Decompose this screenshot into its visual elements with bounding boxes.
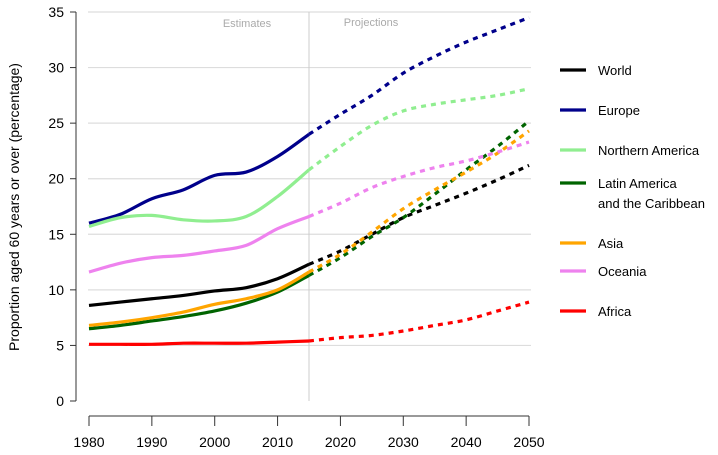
series-world-projection	[308, 163, 530, 266]
x-tick-label: 2000	[199, 434, 230, 450]
y-tick-label: 0	[56, 393, 64, 409]
x-tick-label: 2040	[451, 434, 482, 450]
x-tick-label: 2050	[513, 434, 544, 450]
y-axis-label: Proportion aged 60 years or over (percen…	[6, 63, 22, 351]
series-africa-estimate	[89, 339, 310, 346]
series-latin-america-and-the-caribbean-projection	[308, 119, 531, 277]
series-africa-projection	[308, 300, 530, 343]
projections-label: Projections	[344, 17, 399, 29]
legend-label-europe: Europe	[598, 103, 640, 118]
y-tick-label: 30	[48, 60, 64, 76]
series-world-estimate	[88, 262, 310, 308]
series-europe-projection	[308, 16, 530, 136]
estimates-label: Estimates	[223, 18, 272, 30]
x-tick-label: 1980	[73, 434, 104, 450]
legend-label-oceania: Oceania	[598, 264, 647, 279]
x-tick-label: 1990	[136, 434, 167, 450]
y-tick-label: 5	[56, 337, 64, 353]
x-tick-label: 2030	[388, 434, 419, 450]
y-tick-label: 15	[48, 226, 64, 242]
y-tick-label: 20	[48, 171, 64, 187]
series-oceania-estimate	[88, 215, 310, 274]
y-tick-label: 35	[48, 4, 64, 20]
legend-label-asia: Asia	[598, 236, 624, 251]
legend-label-world: World	[598, 63, 632, 78]
legend-label-latin-america-and-the-caribbean: Latin America	[598, 176, 678, 191]
series-asia-projection	[308, 129, 530, 274]
legend-label-latin-america-and-the-caribbean: and the Caribbean	[598, 196, 705, 211]
x-tick-label: 2020	[325, 434, 356, 450]
series-europe-estimate	[88, 132, 310, 225]
x-tick-label: 2010	[262, 434, 293, 450]
legend-label-africa: Africa	[598, 304, 632, 319]
legend-label-northern-america: Northern America	[598, 143, 700, 158]
y-tick-label: 10	[48, 282, 64, 298]
series-northern-america-estimate	[88, 168, 311, 229]
series-northern-america-projection	[308, 87, 530, 172]
series-asia-estimate	[88, 270, 310, 328]
series-latin-america-and-the-caribbean-estimate	[88, 273, 310, 331]
y-tick-label: 25	[48, 115, 64, 131]
